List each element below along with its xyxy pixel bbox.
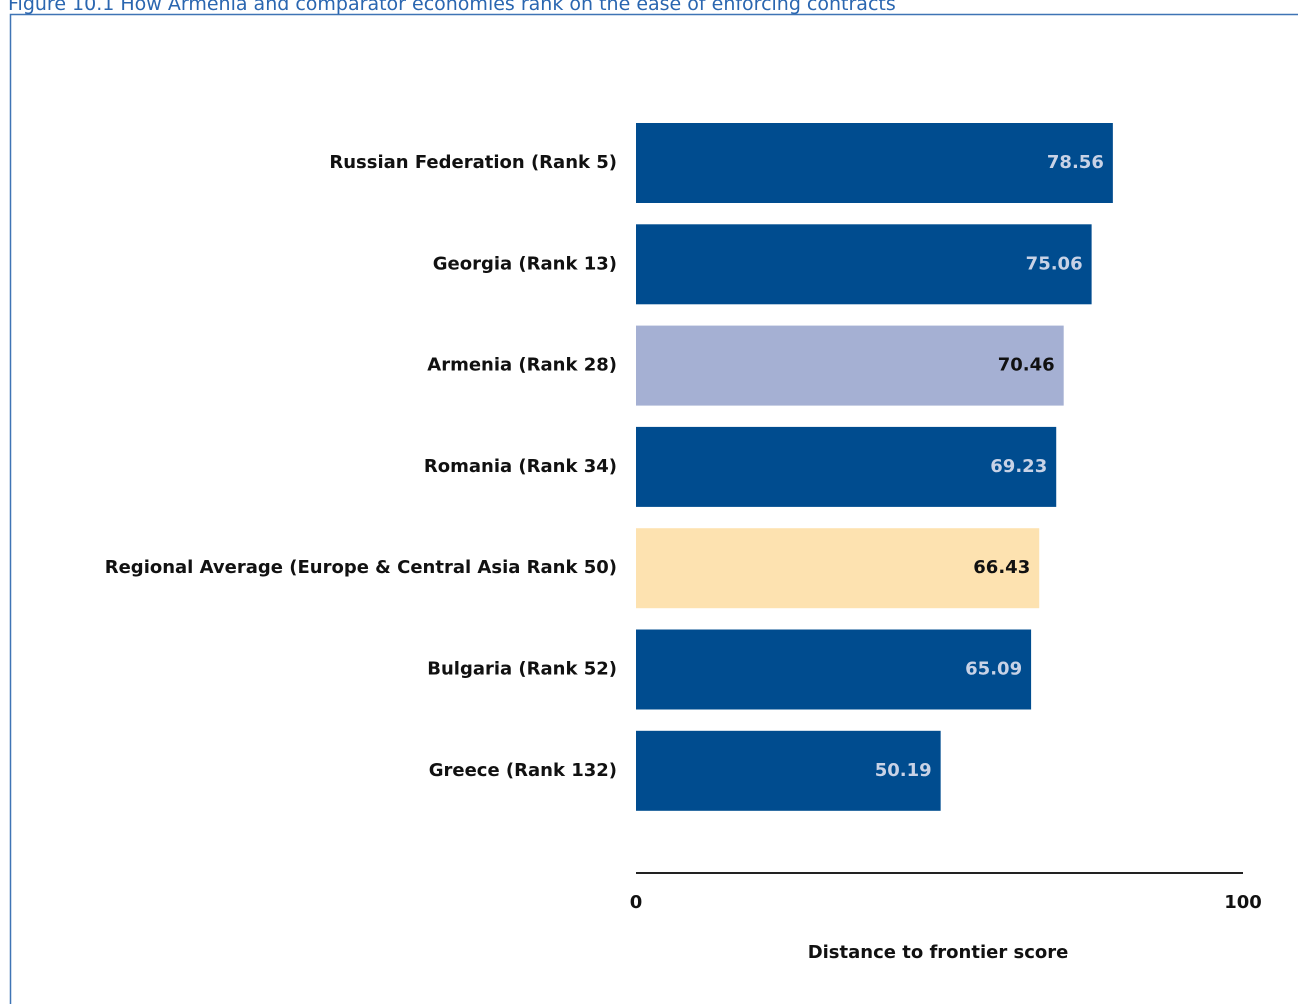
- value-label: 78.56: [1047, 152, 1104, 173]
- x-tick-label: 0: [630, 892, 643, 913]
- category-label: Georgia (Rank 13): [433, 253, 617, 274]
- category-label: Bulgaria (Rank 52): [427, 659, 617, 680]
- bar: [636, 123, 1113, 203]
- category-label: Armenia (Rank 28): [427, 355, 617, 376]
- bar: [636, 629, 1032, 710]
- value-label: 70.46: [998, 355, 1055, 376]
- bar: [636, 730, 941, 811]
- chart-title: Figure 10.1 How Armenia and comparator e…: [8, 0, 896, 15]
- value-label: 50.19: [875, 760, 932, 781]
- bar: [636, 426, 1057, 507]
- category-label: Russian Federation (Rank 5): [329, 152, 617, 173]
- value-label: 65.09: [965, 659, 1022, 680]
- category-label: Romania (Rank 34): [424, 456, 617, 477]
- category-label: Greece (Rank 132): [429, 760, 617, 781]
- value-label: 75.06: [1026, 253, 1083, 274]
- frame: [9, 13, 1298, 1004]
- x-tick-label: 100: [1224, 892, 1262, 913]
- value-label: 66.43: [973, 557, 1030, 578]
- value-label: 69.23: [990, 456, 1047, 477]
- bar: [636, 325, 1064, 406]
- bar: [636, 224, 1092, 305]
- x-axis-label: Distance to frontier score: [808, 942, 1069, 963]
- bar: [636, 528, 1040, 609]
- category-label: Regional Average (Europe & Central Asia …: [105, 557, 617, 578]
